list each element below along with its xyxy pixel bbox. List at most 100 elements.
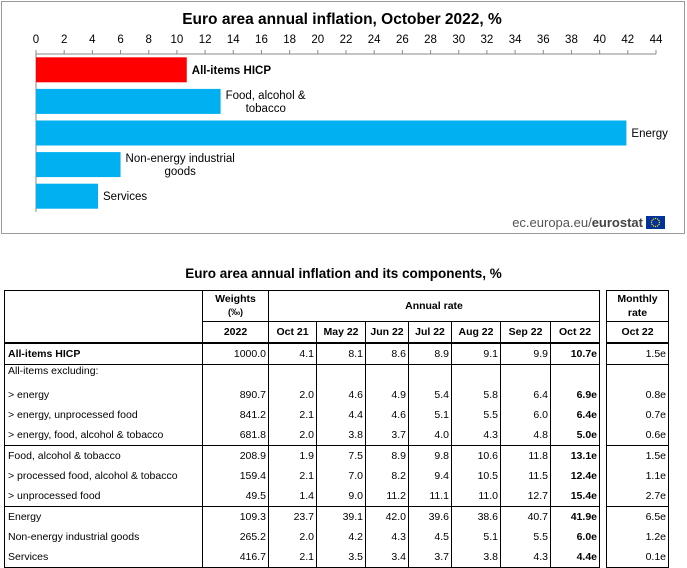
gap-cell bbox=[600, 425, 607, 446]
row-value-1: 4.4 bbox=[316, 405, 366, 425]
table-row: > energy 890.7 2.0 4.6 4.9 5.4 5.8 6.4 6.9e 0.8e bbox=[4, 385, 669, 405]
row-monthly: 0.6e bbox=[606, 425, 669, 446]
row-value-4: 10.5 bbox=[451, 466, 501, 486]
eu-flag-star-6 bbox=[650, 221, 653, 224]
x-tick-label-7: 14 bbox=[227, 34, 240, 46]
row-monthly: 1.5e bbox=[606, 342, 669, 365]
gap-cell bbox=[600, 486, 607, 507]
row-monthly: 2.7e bbox=[606, 486, 669, 507]
row-monthly: 6.5e bbox=[606, 506, 669, 527]
x-tick-label-3: 6 bbox=[117, 34, 123, 46]
monthly-period-header: Oct 22 bbox=[606, 321, 669, 343]
row-weight: 841.2 bbox=[202, 405, 269, 425]
period-header-4: Aug 22 bbox=[451, 321, 501, 343]
x-tick-label-9: 18 bbox=[283, 34, 296, 46]
row-value-3: 3.7 bbox=[408, 547, 452, 568]
row-label: All-items excluding: bbox=[4, 364, 203, 385]
row-value-2 bbox=[365, 364, 409, 385]
row-value-5: 11.5 bbox=[500, 466, 551, 486]
row-value-2: 11.2 bbox=[365, 486, 409, 507]
row-value-0: 2.0 bbox=[268, 425, 317, 446]
row-value-6: 15.4e bbox=[550, 486, 600, 507]
x-tick-label-17: 34 bbox=[509, 34, 522, 46]
row-value-6: 10.7e bbox=[550, 342, 600, 365]
row-value-2: 3.4 bbox=[365, 547, 409, 568]
row-value-0: 4.1 bbox=[268, 342, 317, 365]
x-tick-label-4: 8 bbox=[146, 34, 152, 46]
eu-flag-star-2 bbox=[656, 225, 659, 227]
table-row: All-items excluding: bbox=[4, 364, 669, 385]
row-value-1: 3.5 bbox=[316, 547, 366, 568]
header-blank bbox=[4, 290, 203, 322]
x-tick-label-21: 42 bbox=[621, 34, 634, 46]
gap-cell bbox=[600, 547, 607, 568]
row-label: Food, alcohol & tobacco bbox=[4, 445, 203, 466]
row-value-3: 9.8 bbox=[408, 445, 452, 466]
eu-flag-star-5 bbox=[651, 223, 653, 226]
row-weight: 208.9 bbox=[202, 445, 269, 466]
table-title: Euro area annual inflation and its compo… bbox=[185, 266, 502, 281]
row-value-5: 40.7 bbox=[500, 506, 551, 527]
chart-title: Euro area annual inflation, October 2022… bbox=[182, 11, 502, 28]
x-tick-label-6: 12 bbox=[199, 34, 212, 46]
row-value-3: 8.9 bbox=[408, 342, 452, 365]
row-value-5 bbox=[500, 364, 551, 385]
eu-flag-star-7 bbox=[651, 219, 653, 222]
row-value-3: 39.6 bbox=[408, 506, 452, 527]
weights-unit: (‰) bbox=[228, 307, 243, 317]
x-tick-label-10: 20 bbox=[311, 34, 324, 46]
row-value-3: 5.1 bbox=[408, 405, 452, 425]
bar-label-2-0: Energy bbox=[631, 128, 668, 140]
row-value-4: 3.8 bbox=[451, 547, 501, 568]
table-row: > energy, food, alcohol & tobacco 681.8 2.… bbox=[4, 425, 669, 446]
row-value-5: 9.9 bbox=[500, 342, 551, 365]
row-value-3: 5.4 bbox=[408, 385, 452, 405]
bar-4 bbox=[36, 183, 98, 209]
period-header-2: Jun 22 bbox=[365, 321, 409, 343]
row-value-0: 2.1 bbox=[268, 547, 317, 568]
row-label: Non-energy industrial goods bbox=[4, 527, 203, 547]
row-value-4: 10.6 bbox=[451, 445, 501, 466]
x-tick-label-12: 24 bbox=[368, 34, 381, 46]
source-light: ec.europa.eu/ bbox=[512, 215, 592, 230]
row-value-5: 4.3 bbox=[500, 547, 551, 568]
row-value-4: 38.6 bbox=[451, 506, 501, 527]
inflation-table: Weights (‰) Annual rate Monthly rate 2022 Oct … bbox=[4, 290, 669, 568]
eu-flag-star-10 bbox=[656, 218, 659, 220]
row-value-1 bbox=[316, 364, 366, 385]
row-value-2: 4.6 bbox=[365, 405, 409, 425]
source-bold: eurostat bbox=[592, 215, 644, 230]
row-value-3: 11.1 bbox=[408, 486, 452, 507]
bar-0 bbox=[36, 57, 187, 83]
row-value-4: 9.1 bbox=[451, 342, 501, 365]
monthly-header-label: Monthly bbox=[617, 293, 658, 305]
row-value-2: 8.2 bbox=[365, 466, 409, 486]
row-label: > energy, unprocessed food bbox=[4, 405, 203, 425]
row-weight: 265.2 bbox=[202, 527, 269, 547]
row-label: > energy bbox=[4, 385, 203, 405]
row-value-1: 4.2 bbox=[316, 527, 366, 547]
row-value-5: 11.8 bbox=[500, 445, 551, 466]
row-value-6: 5.0e bbox=[550, 425, 600, 446]
row-value-0: 2.0 bbox=[268, 385, 317, 405]
table-row: > unprocessed food 49.5 1.4 9.0 11.2 11.1 11.0… bbox=[4, 486, 669, 507]
row-weight: 159.4 bbox=[202, 466, 269, 486]
row-value-6: 6.4e bbox=[550, 405, 600, 425]
row-value-1: 9.0 bbox=[316, 486, 366, 507]
bar-1 bbox=[36, 88, 221, 114]
period-header-6: Oct 22 bbox=[550, 321, 600, 343]
row-value-5: 5.5 bbox=[500, 527, 551, 547]
row-value-0: 2.1 bbox=[268, 405, 317, 425]
x-tick-label-5: 10 bbox=[171, 34, 184, 46]
table-row: All-items HICP 1000.0 4.1 8.1 8.6 8.9 9.1 9.9 10… bbox=[4, 342, 669, 365]
x-tick-label-13: 26 bbox=[396, 34, 409, 46]
bar-label-1-0: Food, alcohol & bbox=[226, 90, 306, 102]
row-value-1: 7.5 bbox=[316, 445, 366, 466]
x-tick-label-19: 38 bbox=[565, 34, 578, 46]
row-value-0: 2.1 bbox=[268, 466, 317, 486]
eu-flag-star-11 bbox=[658, 219, 660, 222]
gap-cell bbox=[600, 322, 607, 344]
monthly-header: Monthly rate bbox=[606, 290, 669, 322]
row-value-3: 4.5 bbox=[408, 527, 452, 547]
row-value-6: 6.0e bbox=[550, 527, 600, 547]
